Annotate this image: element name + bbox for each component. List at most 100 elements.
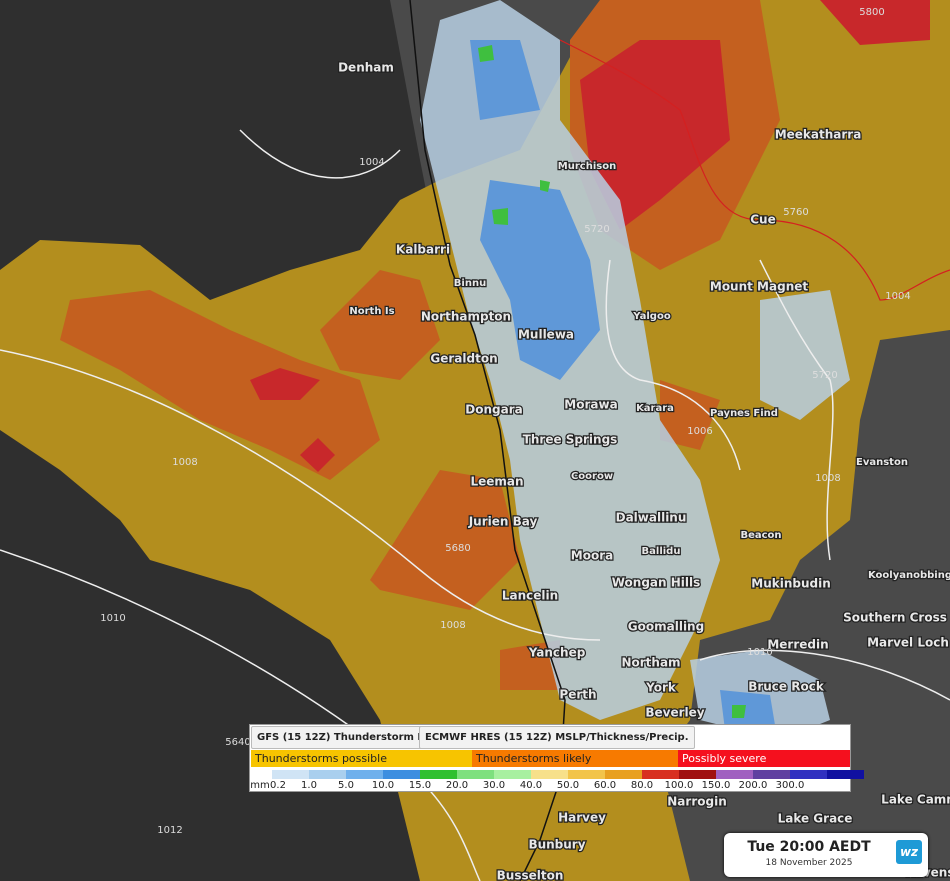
- place-label: Cue: [750, 213, 776, 227]
- place-label: Kalbarri: [396, 243, 450, 257]
- isobar-label: 1008: [815, 473, 840, 484]
- place-label: Morawa: [564, 398, 617, 412]
- logo: wz: [896, 840, 922, 864]
- isobar-label: 1006: [687, 426, 712, 437]
- precip-light: [420, 0, 850, 740]
- place-label: Northampton: [421, 310, 511, 324]
- scale-label: 50.0: [556, 780, 580, 791]
- isobar-label: 5720: [812, 370, 837, 381]
- place-label: Paynes Find: [710, 408, 778, 419]
- place-label: Coorow: [571, 471, 613, 482]
- place-label: Mullewa: [518, 328, 574, 342]
- scale-swatch: [568, 770, 605, 779]
- scale-label: 40.0: [519, 780, 543, 791]
- place-label: Marvel Loch: [867, 636, 949, 650]
- place-label: Lake Camm: [881, 793, 950, 807]
- place-label: Beverley: [645, 706, 704, 720]
- isobar-label: 1004: [359, 157, 384, 168]
- place-label: Narrogin: [667, 795, 726, 809]
- scale-label: 10.0: [371, 780, 395, 791]
- isobar-label: 5720: [584, 224, 609, 235]
- place-label: Yalgoo: [632, 311, 671, 322]
- place-label: Goomalling: [628, 620, 704, 634]
- scale-label: 200.0: [738, 780, 768, 791]
- isobar-label: 5760: [783, 207, 808, 218]
- place-label: Mukinbudin: [751, 577, 831, 591]
- place-label: Ballidu: [642, 546, 681, 557]
- place-label: Bruce Rock: [748, 680, 825, 694]
- place-label: Northam: [621, 656, 680, 670]
- place-label: Harvey: [558, 811, 606, 825]
- legend-tab: GFS (15 12Z) Thunderstorm Risk: [251, 726, 448, 749]
- place-label: Leeman: [470, 475, 523, 489]
- isobars: [0, 129, 950, 881]
- place-label: Dalwallinu: [616, 511, 687, 525]
- scale-swatch: [679, 770, 716, 779]
- isobar-label: 1010: [747, 647, 772, 658]
- place-label: Three Springs: [523, 433, 618, 447]
- place-label: York: [645, 681, 677, 695]
- place-label: Karara: [636, 403, 674, 414]
- place-label: Lancelin: [502, 589, 558, 603]
- scale-label: 20.0: [445, 780, 469, 791]
- place-label: Binnu: [454, 278, 486, 289]
- scale-swatch: [716, 770, 753, 779]
- place-label: Yanchep: [528, 646, 586, 660]
- scale-swatch: [753, 770, 790, 779]
- place-label: Murchison: [558, 161, 616, 172]
- scale-swatch: [420, 770, 457, 779]
- scale-label: 5.0: [338, 780, 354, 791]
- scale-swatch: [605, 770, 642, 779]
- timestamp-box: Tue 20:00 AEDT 18 November 2025 wz: [724, 833, 928, 877]
- thickness-lines: [559, 39, 950, 301]
- isobar-label: 1008: [440, 620, 465, 631]
- scale-label: 0.2: [270, 780, 286, 791]
- legend: GFS (15 12Z) Thunderstorm Risk ECMWF HRES…: [249, 724, 864, 792]
- place-label: Perth: [559, 688, 596, 702]
- place-label: Southern Cross: [843, 611, 947, 625]
- scale-label: 30.0: [482, 780, 506, 791]
- scale-swatch: [531, 770, 568, 779]
- valid-time: Tue 20:00 AEDT: [747, 839, 871, 855]
- risk-band: Possibly severe: [678, 750, 850, 767]
- place-label: Denham: [338, 61, 394, 75]
- isobar-label: 1004: [885, 291, 910, 302]
- isobar-label: 5640: [225, 737, 250, 748]
- risk-severe: [250, 0, 930, 472]
- place-label: Koolyanobbing: [868, 570, 950, 581]
- scale-label: 150.0: [701, 780, 731, 791]
- place-label: Lake Grace: [778, 812, 853, 826]
- place-label: Beacon: [740, 530, 781, 541]
- place-label: Wongan Hills: [612, 576, 701, 590]
- place-label: Bunbury: [528, 838, 585, 852]
- scale-label: 300.0: [775, 780, 805, 791]
- scale-swatch: [309, 770, 346, 779]
- place-label: Busselton: [497, 869, 564, 881]
- scale-swatch: [272, 770, 309, 779]
- place-label: North Is: [349, 306, 394, 317]
- isobar-label: 5800: [859, 7, 884, 18]
- valid-date: 18 November 2025: [765, 858, 853, 868]
- coastline: [409, 0, 566, 881]
- scale-swatch: [827, 770, 864, 779]
- scale-label: 100.0: [664, 780, 694, 791]
- scale-swatch: [642, 770, 679, 779]
- legend-unit: mm: [250, 780, 270, 791]
- scale-label: 60.0: [593, 780, 617, 791]
- place-label: Evanston: [856, 457, 908, 468]
- scale-swatch: [346, 770, 383, 779]
- scale-label: 15.0: [408, 780, 432, 791]
- isobar-label: 1012: [157, 825, 182, 836]
- place-label: Merredin: [767, 638, 828, 652]
- place-label: Geraldton: [430, 352, 497, 366]
- isobar-label: 1008: [172, 457, 197, 468]
- scale-swatch: [790, 770, 827, 779]
- precip-moderate: [470, 40, 775, 730]
- scale-swatch: [494, 770, 531, 779]
- place-label: Dongara: [465, 403, 522, 417]
- scale-swatch: [457, 770, 494, 779]
- isobar-label: 5680: [445, 543, 470, 554]
- legend-tab: ECMWF HRES (15 12Z) MSLP/Thickness/Preci…: [419, 726, 695, 749]
